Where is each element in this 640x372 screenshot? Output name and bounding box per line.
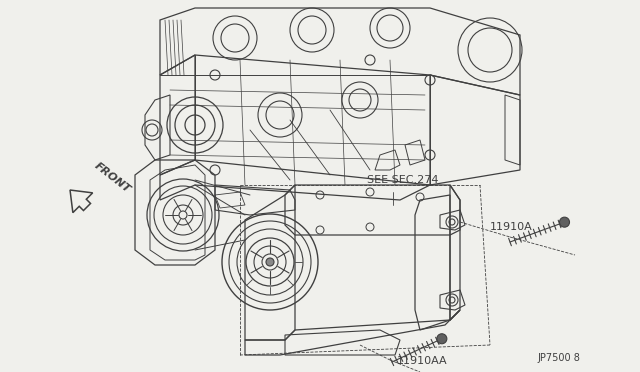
Text: FRONT: FRONT <box>93 161 132 195</box>
Text: 11910A: 11910A <box>490 222 532 232</box>
Text: 11910AA: 11910AA <box>397 356 447 366</box>
Text: SEE SEC.274: SEE SEC.274 <box>367 175 438 185</box>
Text: JP7500 8: JP7500 8 <box>537 353 580 363</box>
Circle shape <box>437 334 447 344</box>
Circle shape <box>559 217 570 227</box>
Circle shape <box>266 258 274 266</box>
